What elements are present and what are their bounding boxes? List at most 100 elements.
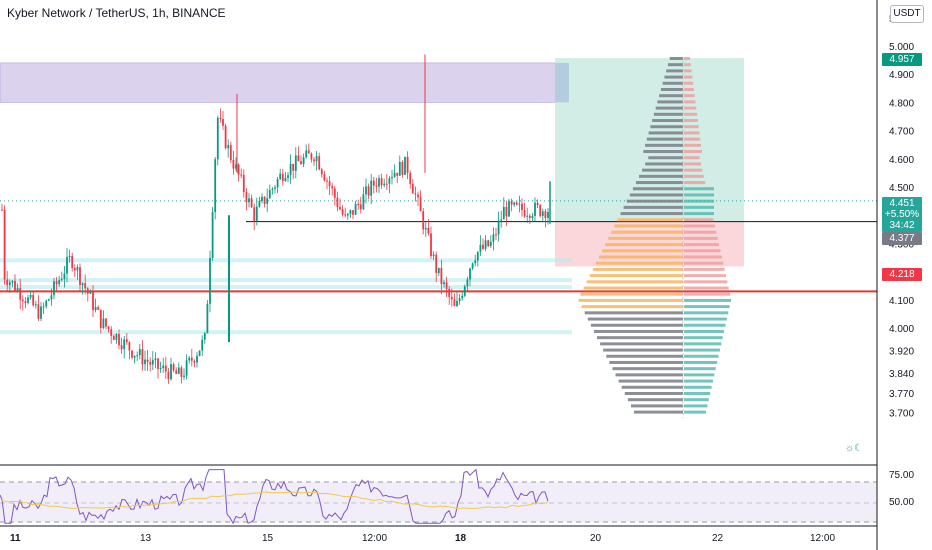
candle-body bbox=[222, 118, 224, 126]
candle-body bbox=[479, 244, 482, 252]
candle-body bbox=[310, 153, 313, 160]
candle-body bbox=[401, 161, 404, 175]
zone-overlap bbox=[555, 62, 569, 103]
candle-body bbox=[1, 209, 3, 211]
candle-body bbox=[313, 159, 315, 162]
candle-body bbox=[427, 227, 430, 234]
currency-button[interactable]: USDT bbox=[890, 5, 924, 23]
candle-body bbox=[172, 364, 175, 371]
candle-body bbox=[29, 295, 32, 298]
volume-profile-bar bbox=[652, 119, 683, 123]
candle-body bbox=[458, 298, 461, 301]
candle-body bbox=[492, 234, 495, 242]
volume-profile-bar bbox=[684, 348, 720, 352]
candle-body bbox=[344, 214, 347, 216]
candle-body bbox=[448, 288, 451, 297]
candle-body bbox=[99, 309, 102, 328]
candle-body bbox=[445, 282, 448, 289]
rsi-ma-line bbox=[1, 491, 549, 510]
candle-body bbox=[136, 355, 139, 357]
candle-body bbox=[305, 150, 308, 158]
candle-body bbox=[240, 174, 243, 176]
candle-body bbox=[440, 267, 443, 285]
level-band bbox=[0, 258, 572, 263]
candle-body bbox=[300, 161, 302, 165]
candle-body bbox=[14, 280, 16, 291]
candle-body bbox=[385, 183, 388, 185]
candle-body bbox=[258, 201, 261, 207]
candle-body bbox=[266, 198, 269, 204]
candle-body bbox=[417, 194, 419, 198]
volume-profile-bar bbox=[684, 274, 726, 278]
volume-profile-bar bbox=[605, 243, 683, 247]
candle-body bbox=[110, 329, 113, 336]
candle-body bbox=[177, 367, 180, 374]
candle-body bbox=[372, 180, 375, 186]
candle-body bbox=[307, 150, 310, 154]
candle-body bbox=[138, 349, 141, 356]
volume-profile-bar bbox=[635, 181, 683, 185]
volume-profile-bar bbox=[606, 354, 683, 358]
volume-profile-bar bbox=[646, 137, 683, 141]
volume-profile-bar bbox=[684, 236, 718, 240]
volume-profile-bar bbox=[645, 143, 683, 147]
volume-profile-bar bbox=[684, 292, 731, 296]
candle-body bbox=[292, 163, 295, 171]
candle-body bbox=[495, 234, 497, 236]
candle-body bbox=[422, 211, 425, 230]
candle-body bbox=[40, 306, 42, 319]
volume-profile-bar bbox=[684, 255, 722, 259]
volume-profile-bar bbox=[684, 261, 724, 265]
volume-profile-bar bbox=[603, 348, 683, 352]
volume-profile-bar bbox=[615, 373, 683, 377]
candle-body bbox=[411, 183, 414, 194]
volume-profile-bar bbox=[684, 199, 714, 203]
volume-profile-bar bbox=[664, 75, 683, 79]
candle-body bbox=[521, 203, 523, 211]
volume-profile-bar bbox=[655, 106, 683, 110]
volume-profile-bar bbox=[589, 274, 683, 278]
supply-zone bbox=[0, 62, 569, 103]
candle-body bbox=[188, 357, 191, 361]
candle-body bbox=[53, 281, 55, 296]
volume-profile-bar bbox=[684, 329, 725, 333]
candle-body bbox=[508, 201, 510, 217]
time-tick-label: 12:00 bbox=[362, 533, 387, 544]
candle-body bbox=[71, 255, 74, 269]
last-price-change: +5.50% bbox=[884, 209, 920, 220]
volume-profile-bar bbox=[684, 367, 716, 371]
candle-body bbox=[131, 350, 133, 358]
candle-body bbox=[149, 362, 152, 365]
candle-body bbox=[21, 299, 24, 302]
volume-profile-bar bbox=[584, 311, 683, 315]
volume-profile-bar bbox=[684, 224, 715, 228]
candle-body bbox=[219, 117, 222, 119]
candle-body bbox=[281, 173, 284, 182]
candle-body bbox=[482, 244, 484, 249]
candle-body bbox=[435, 254, 438, 274]
volume-profile-bar bbox=[621, 385, 683, 389]
volume-profile-bar bbox=[684, 280, 728, 284]
volume-profile-bar bbox=[618, 379, 683, 383]
candle-body bbox=[463, 286, 466, 296]
candle-body bbox=[86, 288, 89, 294]
price-tick-label: 4.800 bbox=[889, 98, 914, 109]
candle-body bbox=[167, 371, 170, 380]
candle-body bbox=[326, 180, 328, 182]
volume-profile-bar bbox=[595, 261, 683, 265]
candle-body bbox=[112, 335, 115, 340]
candle-body bbox=[528, 215, 531, 218]
candle-body bbox=[284, 177, 287, 182]
candle-body bbox=[227, 145, 230, 149]
candle-body bbox=[125, 339, 128, 343]
candle-body bbox=[466, 279, 469, 287]
candle-body bbox=[362, 194, 365, 210]
candle-body bbox=[461, 295, 464, 299]
candle-body bbox=[146, 359, 149, 363]
price-tick-label: 4.500 bbox=[889, 183, 914, 194]
volume-profile-bar bbox=[597, 336, 683, 340]
candle-body bbox=[68, 255, 71, 257]
time-tick-label: 12:00 bbox=[810, 533, 835, 544]
volume-profile-bar bbox=[608, 236, 683, 240]
